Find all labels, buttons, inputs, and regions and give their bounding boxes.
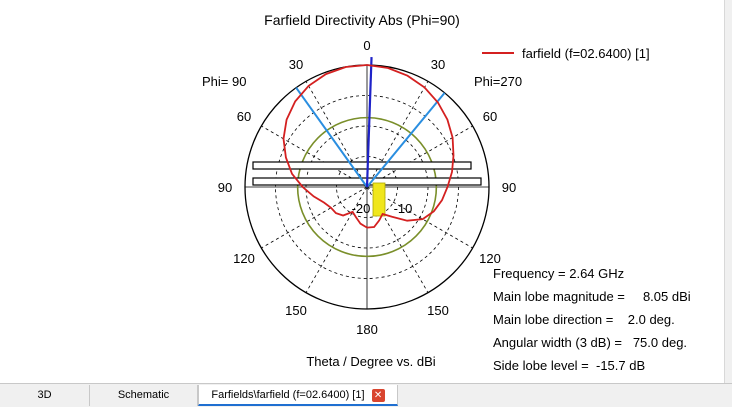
reference-circle [296, 116, 438, 258]
main-lobe-line [365, 57, 373, 188]
grid-spoke [366, 81, 429, 188]
annotation-frequency: Frequency = 2.64 GHz [493, 266, 624, 281]
radial-tick-label: -20 [352, 201, 371, 216]
tab-bar: 3D Schematic Farfields\farfield (f=02.64… [0, 383, 732, 407]
angle-tick-label: 150 [427, 303, 449, 318]
annotation-side-lobe-level: Side lobe level = -15.7 dB [493, 358, 645, 373]
angle-tick-label: 120 [233, 251, 255, 266]
phi-right-label: Phi=270 [474, 74, 522, 89]
x-axis-label: Theta / Degree vs. dBi [306, 354, 435, 369]
annotation-angular-width: Angular width (3 dB) = 75.0 deg. [493, 335, 687, 350]
angle-tick-label: 30 [289, 57, 303, 72]
angle-tick-label: 180 [356, 322, 378, 337]
farfield-pattern [282, 64, 455, 229]
angle-tick-label: 0 [363, 38, 370, 53]
grid-spoke [305, 186, 368, 293]
legend-label: farfield (f=02.6400) [1] [522, 46, 650, 61]
tab-farfield-label: Farfields\farfield (f=02.6400) [1] [211, 389, 365, 401]
angle-tick-label: 120 [479, 251, 501, 266]
angle-tick-label: 60 [483, 109, 497, 124]
grid-spoke [305, 81, 368, 188]
tab-farfield[interactable]: Farfields\farfield (f=02.6400) [1] ✕ [198, 385, 398, 406]
side-lobe-marker [372, 182, 386, 217]
tab-3d[interactable]: 3D [0, 385, 90, 406]
chart-title: Farfield Directivity Abs (Phi=90) [264, 12, 460, 28]
plot-area: 0 30 60 90 120 150 180 150 120 90 60 30 -20 -10 Farfie… [202, 12, 691, 373]
grid-spoke [366, 125, 473, 188]
close-icon[interactable]: ✕ [371, 388, 385, 402]
annotation-main-lobe-direction: Main lobe direction = 2.0 deg. [493, 312, 675, 327]
grid-spoke [261, 186, 368, 249]
beamwidth-line [295, 87, 368, 188]
polar-chart: 0 30 60 90 120 150 180 150 120 90 60 30 -20 -10 Farfie… [202, 12, 691, 373]
angle-tick-label: 90 [218, 180, 232, 195]
structure-bar-top [252, 161, 472, 170]
phi-left-label: Phi= 90 [202, 74, 246, 89]
annotation-main-lobe-magnitude: Main lobe magnitude = 8.05 dBi [493, 289, 691, 304]
tab-schematic[interactable]: Schematic [90, 385, 198, 406]
angle-tick-label: 150 [285, 303, 307, 318]
tab-3d-label: 3D [37, 389, 52, 401]
tab-schematic-label: Schematic [117, 389, 170, 401]
angle-tick-label: 90 [502, 180, 516, 195]
radial-tick-label: -10 [394, 201, 413, 216]
angle-tick-label: 60 [237, 109, 251, 124]
grid-spoke [261, 125, 368, 188]
beamwidth-line [366, 92, 446, 188]
angle-tick-label: 30 [431, 57, 445, 72]
vertical-scrollbar[interactable] [724, 0, 732, 383]
